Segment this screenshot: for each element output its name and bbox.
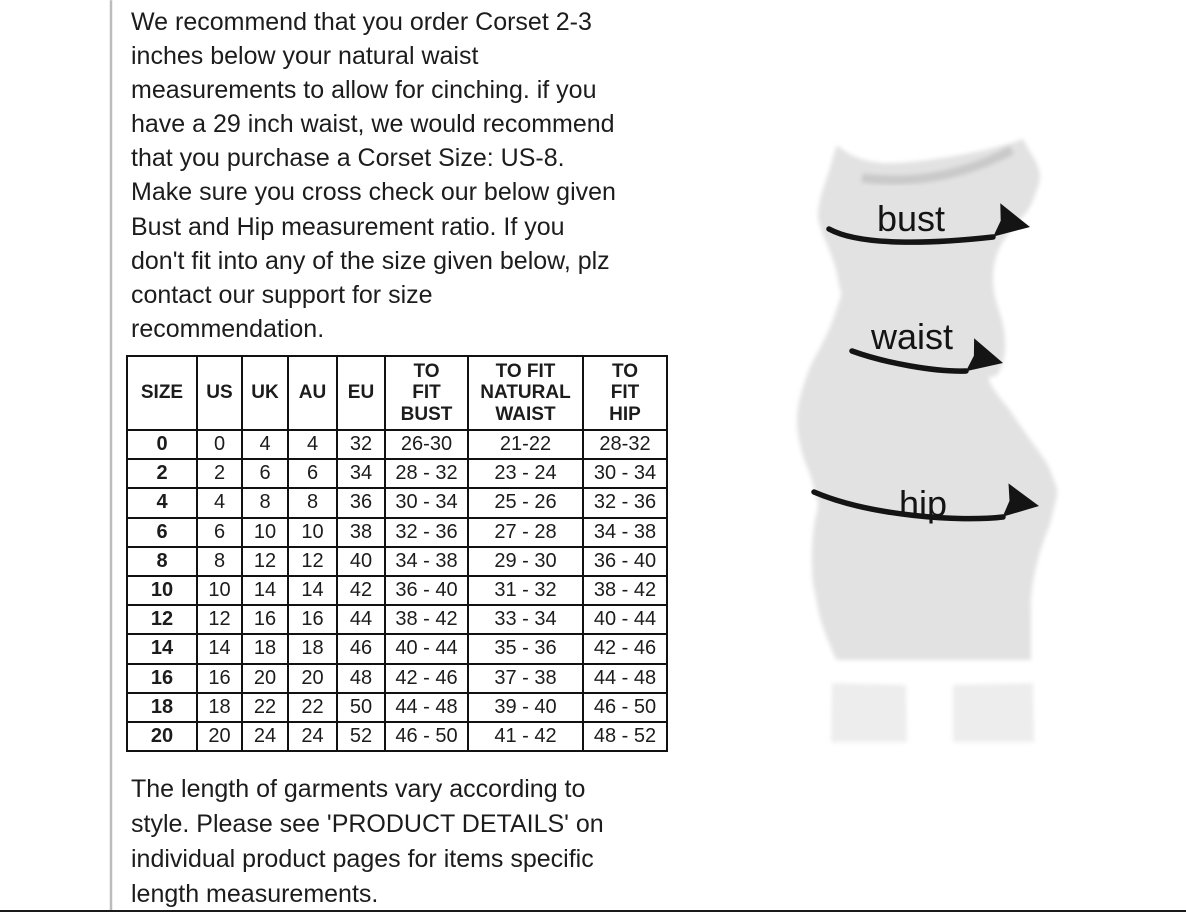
svg-text:waist: waist <box>870 316 953 357</box>
svg-text:bust: bust <box>877 198 945 239</box>
svg-text:hip: hip <box>899 483 947 524</box>
